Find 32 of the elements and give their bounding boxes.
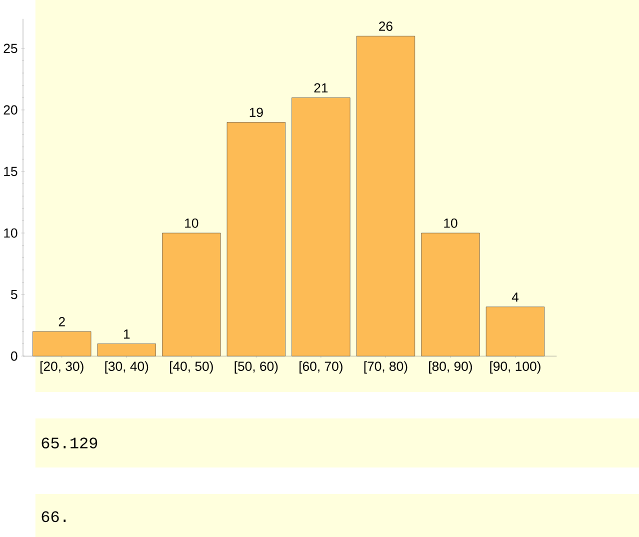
data-label: 1 bbox=[124, 329, 130, 338]
bar bbox=[162, 232, 221, 356]
bar bbox=[97, 343, 156, 356]
x-tick-label: [70, 80) bbox=[364, 361, 408, 374]
bar bbox=[32, 331, 92, 356]
x-tick-label: [30, 40) bbox=[105, 361, 148, 374]
data-label: 26 bbox=[379, 21, 392, 31]
bar bbox=[486, 306, 545, 356]
y-tick-label: 25 bbox=[4, 44, 18, 53]
x-tick-label: [40, 50) bbox=[170, 361, 213, 374]
y-tick-label: 10 bbox=[4, 228, 18, 238]
data-label: 10 bbox=[444, 218, 458, 228]
bar bbox=[421, 232, 480, 356]
y-tick-label: 20 bbox=[4, 105, 18, 114]
y-tick-label: 15 bbox=[4, 166, 18, 176]
x-tick-label: [50, 60) bbox=[234, 361, 278, 374]
bar bbox=[356, 36, 416, 356]
x-tick-label: [80, 90) bbox=[429, 361, 472, 374]
data-label: 21 bbox=[314, 83, 328, 92]
x-tick-label: [60, 70) bbox=[300, 361, 342, 374]
data-label: 2 bbox=[58, 316, 65, 326]
bar bbox=[292, 97, 350, 356]
y-tick-label: 5 bbox=[10, 290, 18, 299]
bar bbox=[226, 122, 286, 356]
text: 66. bbox=[42, 511, 66, 522]
x-tick-label: [20, 30) bbox=[40, 361, 84, 374]
data-label: 4 bbox=[512, 292, 519, 302]
data-label: 19 bbox=[250, 107, 263, 117]
x-tick-label: [90, 100) bbox=[490, 361, 540, 374]
data-label: 10 bbox=[185, 218, 198, 228]
y-tick-label: 0 bbox=[10, 351, 18, 361]
text: 65.129 bbox=[42, 437, 98, 448]
